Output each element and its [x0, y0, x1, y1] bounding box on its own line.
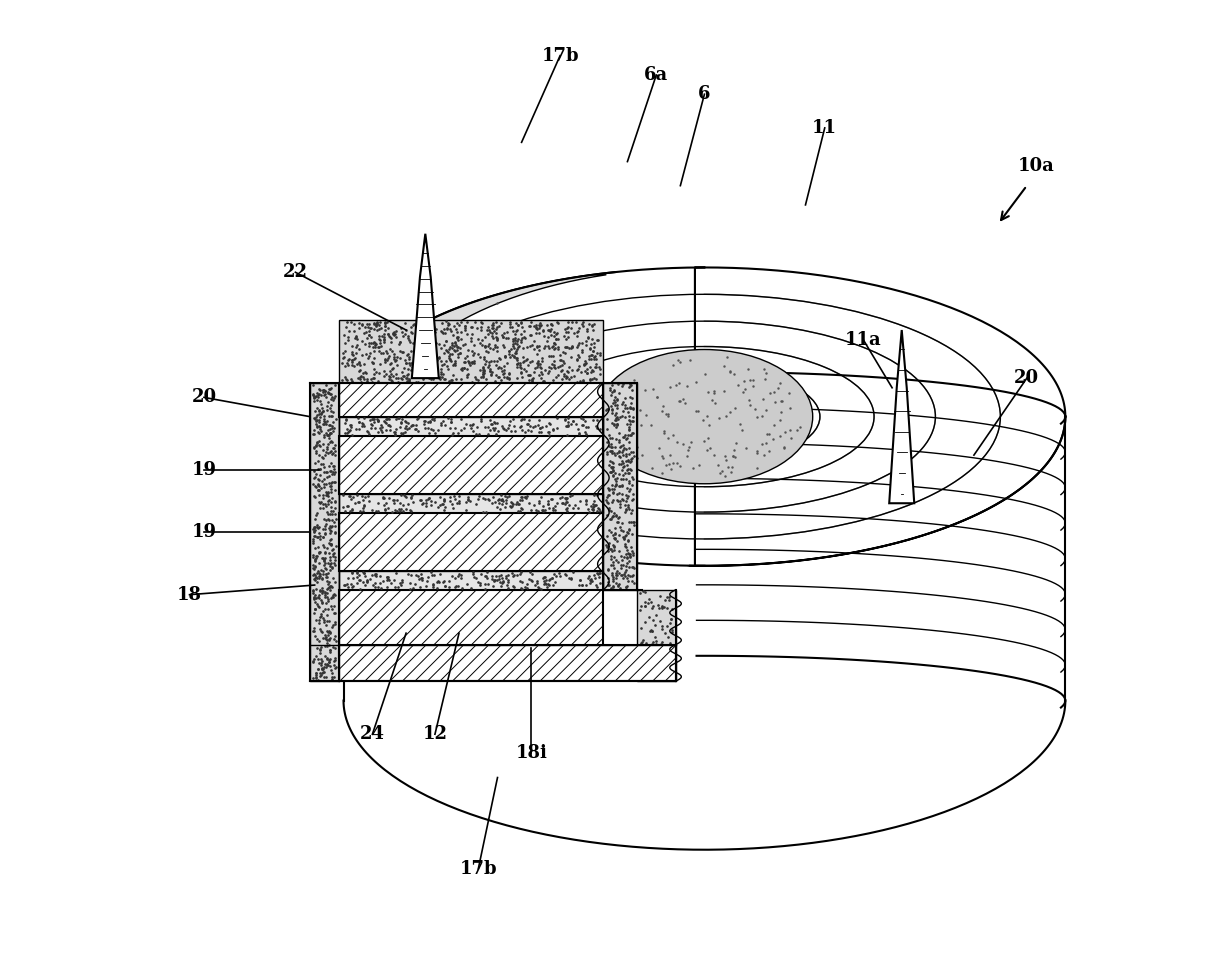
Polygon shape	[889, 330, 915, 503]
Text: 24: 24	[360, 725, 385, 743]
Text: 11a: 11a	[845, 331, 881, 348]
Text: 22: 22	[283, 263, 308, 282]
Polygon shape	[338, 494, 603, 513]
Text: 18i: 18i	[515, 744, 547, 763]
Polygon shape	[603, 383, 638, 590]
Text: 11: 11	[813, 119, 837, 136]
Text: 19: 19	[191, 523, 217, 541]
Polygon shape	[338, 436, 603, 494]
Text: 17b: 17b	[541, 46, 579, 65]
Text: 6a: 6a	[644, 66, 668, 84]
Text: 12: 12	[423, 725, 447, 743]
Polygon shape	[338, 513, 603, 570]
Polygon shape	[310, 383, 338, 681]
Polygon shape	[412, 233, 439, 378]
Ellipse shape	[596, 349, 813, 484]
Polygon shape	[343, 275, 607, 559]
Polygon shape	[338, 590, 603, 657]
Text: 6: 6	[698, 85, 711, 104]
Text: 20: 20	[191, 388, 217, 407]
Text: 10a: 10a	[1018, 158, 1054, 175]
Text: 18: 18	[177, 586, 202, 604]
Polygon shape	[338, 320, 603, 383]
Text: 19: 19	[191, 461, 217, 478]
Polygon shape	[338, 570, 603, 590]
Polygon shape	[638, 590, 676, 681]
Text: 17b: 17b	[460, 860, 497, 878]
Polygon shape	[338, 383, 603, 416]
Polygon shape	[338, 416, 603, 436]
Text: 20: 20	[1014, 369, 1040, 387]
Polygon shape	[338, 645, 676, 681]
